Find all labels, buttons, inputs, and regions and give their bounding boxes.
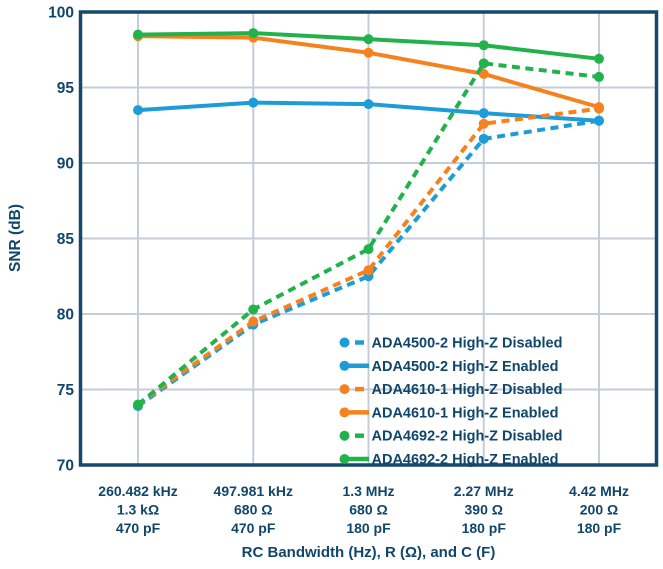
x-tick-label: 497.981 kHz 680 Ω 470 pF [214, 483, 293, 536]
data-point-marker [363, 34, 374, 45]
series-line [136, 106, 600, 407]
data-point-marker [363, 265, 374, 276]
legend-item: ADA4692-2 High-Z Disabled [339, 429, 563, 445]
legend-item: ADA4610-1 High-Z Disabled [339, 382, 563, 398]
x-tick-label-line: 1.3 MHz [342, 483, 394, 499]
x-tick-label-line: 180 pF [462, 520, 507, 536]
x-tick-label-line: 470 pF [231, 520, 276, 536]
data-point-marker [248, 316, 259, 327]
x-tick-label-line: 2.27 MHz [454, 483, 514, 499]
x-tick-label-line: 470 pF [116, 520, 161, 536]
y-tick-label: 95 [57, 80, 75, 97]
data-point-marker [133, 105, 143, 116]
y-tick-label: 90 [57, 156, 74, 173]
legend-label: ADA4610-1 High-Z Disabled [372, 382, 563, 398]
x-tick-label-line: 180 pF [346, 520, 391, 536]
legend-label: ADA4692-2 High-Z Disabled [372, 429, 563, 445]
legend-label: ADA4500-2 High-Z Enabled [372, 359, 559, 375]
legend-item: ADA4610-1 High-Z Enabled [339, 405, 559, 421]
gridlines [80, 12, 657, 465]
data-point-marker [594, 71, 604, 82]
legend-item: ADA4692-2 High-Z Enabled [339, 452, 559, 468]
x-tick-label-line: 4.42 MHz [569, 483, 629, 499]
legend-marker-dot [339, 337, 350, 348]
series-line [136, 61, 600, 407]
x-tick-label: 2.27 MHz 390 Ω 180 pF [454, 483, 514, 536]
x-tick-label: 1.3 MHz 680 Ω 180 pF [342, 483, 394, 536]
data-point-marker [594, 53, 604, 64]
data-point-marker [133, 399, 143, 410]
data-point-marker [248, 28, 259, 39]
data-point-marker [478, 40, 489, 51]
data-point-marker [133, 29, 143, 40]
plot-frame [78, 10, 659, 467]
legend-item: ADA4500-2 High-Z Enabled [339, 359, 559, 375]
data-point-marker [248, 304, 259, 315]
x-tick-label-line: 1.3 kΩ [117, 502, 159, 518]
y-tick-label: 80 [57, 307, 74, 324]
series-ada4500-2-high-z-enabled [133, 97, 604, 126]
data-point-marker [478, 108, 489, 119]
x-tick-label-line: 200 Ω [580, 502, 618, 518]
legend: ADA4500-2 High-Z Disabled ADA4500-2 High-… [339, 336, 563, 468]
x-tick-label: 260.482 kHz 1.3 kΩ 470 pF [98, 483, 177, 536]
data-point-marker [478, 68, 489, 79]
series-group [133, 28, 604, 412]
legend-marker-dot [339, 430, 350, 441]
data-point-marker [478, 58, 489, 69]
series-ada4692-2-high-z-disabled [133, 58, 604, 410]
data-point-marker [478, 133, 489, 144]
x-tick-label-line: 680 Ω [349, 502, 387, 518]
data-point-marker [594, 115, 604, 126]
data-point-marker [478, 118, 489, 129]
data-point-marker [363, 244, 374, 255]
data-point-marker [248, 97, 259, 108]
y-tick-label: 75 [57, 382, 75, 399]
data-point-marker [594, 102, 604, 113]
legend-item: ADA4500-2 High-Z Disabled [339, 336, 563, 352]
legend-label: ADA4500-2 High-Z Disabled [372, 336, 563, 352]
y-tick-label: 70 [57, 458, 74, 475]
series-ada4692-2-high-z-enabled [133, 28, 604, 64]
legend-label: ADA4692-2 High-Z Enabled [372, 452, 559, 468]
legend-marker-dot [339, 384, 350, 395]
data-point-marker [363, 47, 374, 58]
x-tick-label-line: 180 pF [577, 520, 622, 536]
y-axis-title: SNR (dB) [7, 204, 24, 272]
x-tick-label-line: 260.482 kHz [98, 483, 177, 499]
x-tick-label-line: 497.981 kHz [214, 483, 293, 499]
data-point-marker [363, 99, 374, 110]
legend-label: ADA4610-1 High-Z Enabled [372, 405, 559, 421]
y-axis-labels: 70 75 80 85 90 95 100 [48, 5, 74, 475]
x-tick-label-line: 390 Ω [465, 502, 503, 518]
x-tick-label-line: 680 Ω [234, 502, 272, 518]
y-tick-label: 100 [48, 5, 74, 22]
y-tick-label: 85 [57, 231, 75, 248]
x-tick-label: 4.42 MHz 200 Ω 180 pF [569, 483, 629, 536]
x-axis-title: RC Bandwidth (Hz), R (Ω), and C (F) [242, 544, 496, 561]
